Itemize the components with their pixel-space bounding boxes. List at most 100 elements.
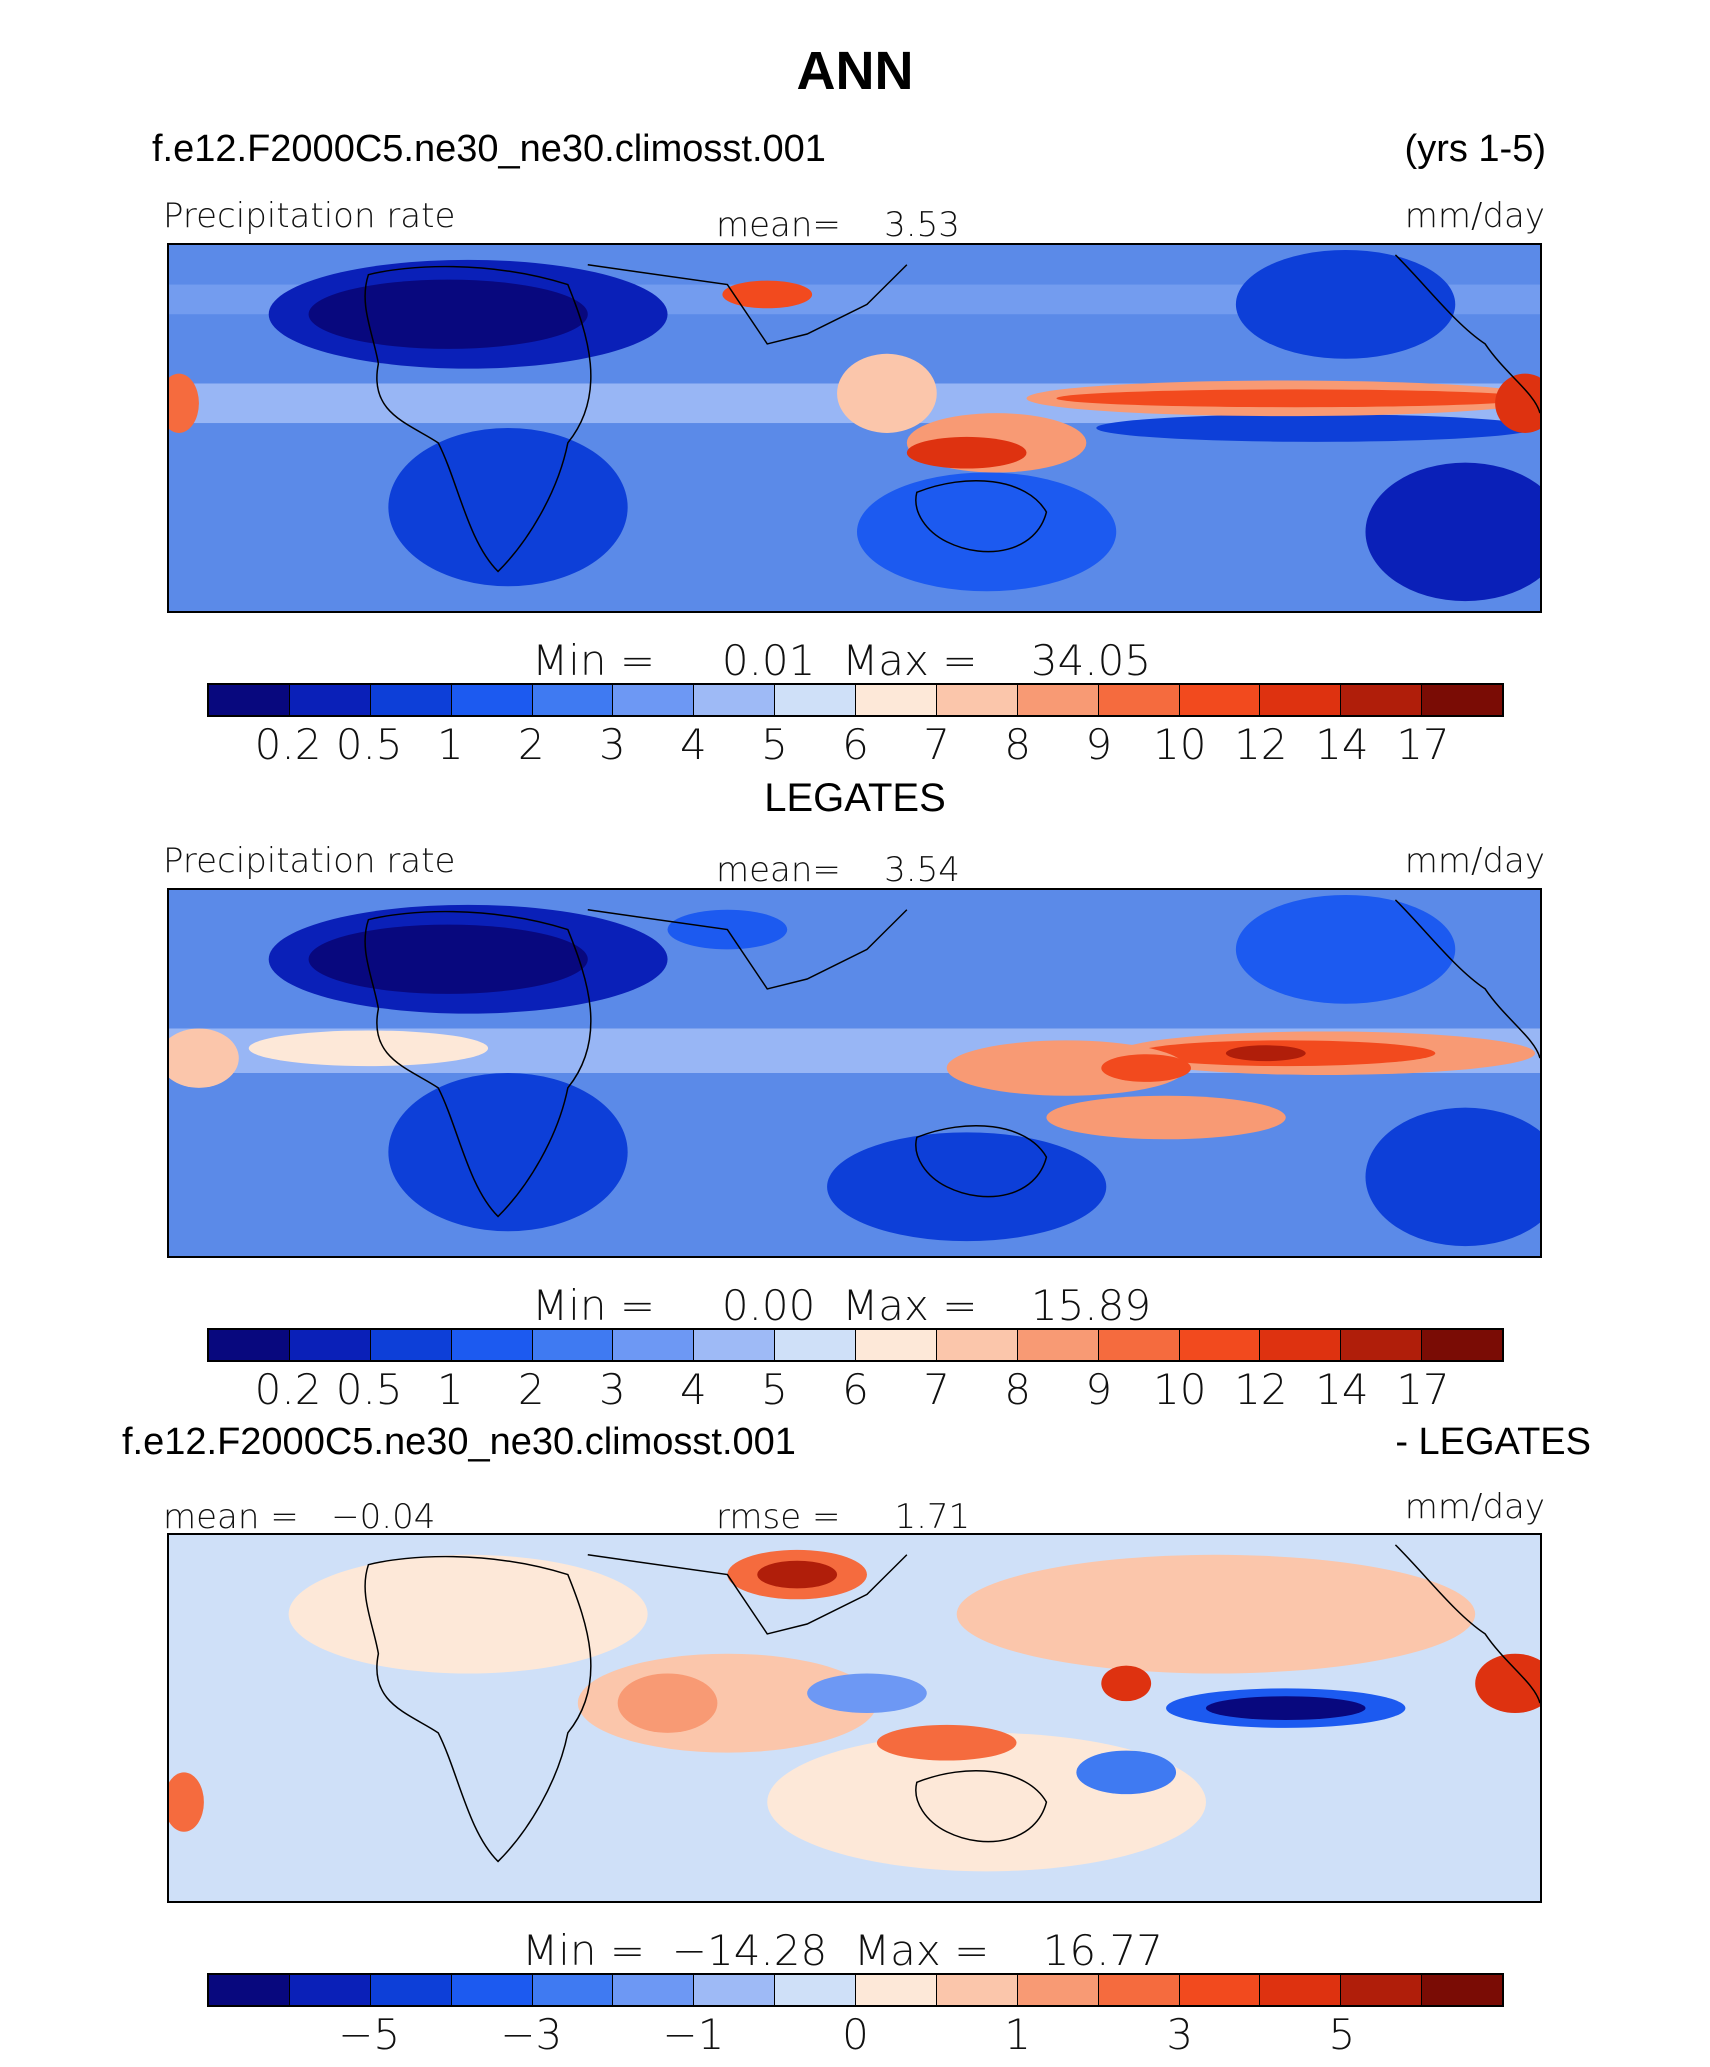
colorbar-tick-label: 14: [1315, 720, 1369, 769]
panel3-min-label: Min =: [522, 1926, 646, 1975]
colorbar-swatch: [451, 685, 533, 715]
colorbar-swatch: [1422, 1975, 1502, 2005]
colorbar-swatch: [289, 685, 371, 715]
colorbar-swatch: [775, 1975, 856, 2005]
spcz-diff: [1076, 1750, 1177, 1795]
panel3-rmse-value: 1.71: [894, 1497, 971, 1537]
colorbar-tick-label: 5: [1328, 2010, 1356, 2059]
colorbar-swatch: [1341, 1975, 1423, 2005]
panel2-minmax: Min = 0.00 Max = 15.89: [532, 1281, 1151, 1330]
colorbar-tick-label: 2: [517, 720, 545, 769]
colorbar-swatch: [1341, 685, 1423, 715]
panel1-map: [167, 243, 1542, 613]
colorbar-swatch: [451, 1975, 533, 2005]
panel1-max-value: 34.05: [1030, 636, 1152, 685]
himalaya-wet: [722, 280, 813, 309]
panel3-mean: mean = −0.04: [163, 1497, 435, 1537]
colorbar-swatch: [856, 1330, 937, 1360]
pacific-itcz-max: [1225, 1045, 1306, 1062]
cold-tongue-diff-core: [1205, 1696, 1366, 1720]
australia-dry: [827, 1132, 1107, 1242]
himalaya-diff-core: [757, 1560, 838, 1589]
south-atlantic-dry: [388, 428, 628, 587]
colorbar-swatch: [1179, 1975, 1261, 2005]
colorbar-tick-label: 9: [1085, 1365, 1113, 1414]
colorbar-tick-label: 0.2: [254, 1365, 322, 1414]
africa-coast: [364, 1555, 592, 1863]
central-america-diff: [1475, 1653, 1540, 1714]
south-america-diff: [169, 1772, 204, 1832]
colorbar-tick-label: 3: [1166, 2010, 1194, 2059]
asia-coast: [587, 909, 908, 990]
colorbar-swatch: [936, 1975, 1018, 2005]
panel2-max-label: Max =: [842, 1281, 978, 1330]
panel1-min-label: Min =: [532, 636, 656, 685]
colorbar-swatch: [1179, 685, 1261, 715]
se-pacific-dry: [1365, 462, 1540, 602]
panel1-mean-value: 3.53: [884, 205, 960, 245]
bay-of-bengal: [837, 353, 937, 433]
colorbar-swatch: [1017, 1330, 1099, 1360]
colorbar-swatch: [856, 1975, 937, 2005]
colorbar-swatch: [1098, 685, 1180, 715]
colorbar-swatch: [694, 685, 776, 715]
colorbar-swatch: [613, 685, 695, 715]
colorbar-tick-label: 9: [1085, 720, 1113, 769]
north-pacific-diff: [956, 1554, 1476, 1674]
colorbar-swatch: [370, 685, 452, 715]
eastern-io-diff: [807, 1673, 927, 1714]
colorbar-tick-label: 17: [1396, 1365, 1450, 1414]
americas-coast: [1394, 1544, 1540, 1704]
panel3-map: [167, 1533, 1542, 1903]
colorbar-tick-label: 7: [923, 1365, 950, 1414]
se-pacific-dry: [1365, 1107, 1540, 1247]
asia-coast: [587, 1554, 908, 1635]
new-guinea-wet: [906, 436, 1027, 469]
colorbar-swatch: [613, 1330, 695, 1360]
colorbar-tick-label: 6: [842, 720, 869, 769]
colorbar-swatch: [1017, 1975, 1099, 2005]
panel2-mean-label: mean=: [716, 850, 841, 890]
colorbar-tick-label: 17: [1396, 720, 1450, 769]
panel2-units: mm/day: [1404, 841, 1545, 881]
sahara-core: [308, 924, 588, 994]
panel2-min-label: Min =: [532, 1281, 656, 1330]
panel3-max-value: 16.77: [1042, 1926, 1163, 1975]
obs-title: LEGATES: [764, 776, 946, 820]
warm-pool-wet: [946, 1040, 1187, 1096]
americas-coast: [1394, 254, 1540, 414]
panel1-variable: Precipitation rate: [163, 196, 456, 236]
colorbar-swatch: [1260, 1975, 1342, 2005]
arabian-sea-diff: [617, 1673, 718, 1733]
colorbar-swatch: [694, 1330, 776, 1360]
colorbar-swatch: [209, 1330, 290, 1360]
panel3-min-value: −14.28: [671, 1926, 828, 1975]
colorbar-swatch: [532, 1330, 614, 1360]
pacific-itcz-core: [1056, 389, 1536, 408]
colorbar-tick-label: −5: [338, 2010, 401, 2059]
panel1-colorbar: [207, 683, 1504, 717]
panel1-minmax: Min = 0.01 Max = 34.05: [532, 636, 1151, 685]
panel3-units: mm/day: [1404, 1487, 1545, 1527]
colorbar-swatch: [1341, 1330, 1423, 1360]
years-label: (yrs 1-5): [1404, 128, 1546, 170]
colorbar-tick-label: −1: [662, 2010, 725, 2059]
colorbar-swatch: [1179, 1330, 1261, 1360]
africa-coast: [364, 910, 592, 1218]
colorbar-swatch: [370, 1975, 452, 2005]
colorbar-tick-label: 5: [761, 1365, 788, 1414]
colorbar-tick-label: 3: [598, 1365, 626, 1414]
panel1-mean-label: mean=: [716, 205, 841, 245]
americas-coast: [1394, 899, 1540, 1059]
panel3-rmse: rmse = 1.71: [716, 1497, 970, 1537]
colorbar-tick-label: 7: [923, 720, 950, 769]
panel2-map: [167, 888, 1542, 1258]
diff-case-name: f.e12.F2000C5.ne30_ne30.climosst.001: [122, 1421, 796, 1463]
australia-coast: [915, 1124, 1048, 1198]
colorbar-swatch: [856, 685, 937, 715]
panel3-minmax: Min = −14.28 Max = 16.77: [522, 1926, 1163, 1975]
panel3-map-svg: [169, 1535, 1540, 1901]
panel1-min-value: 0.01: [721, 636, 816, 685]
south-atlantic-dry: [388, 1073, 628, 1232]
africa-coast: [364, 265, 592, 573]
